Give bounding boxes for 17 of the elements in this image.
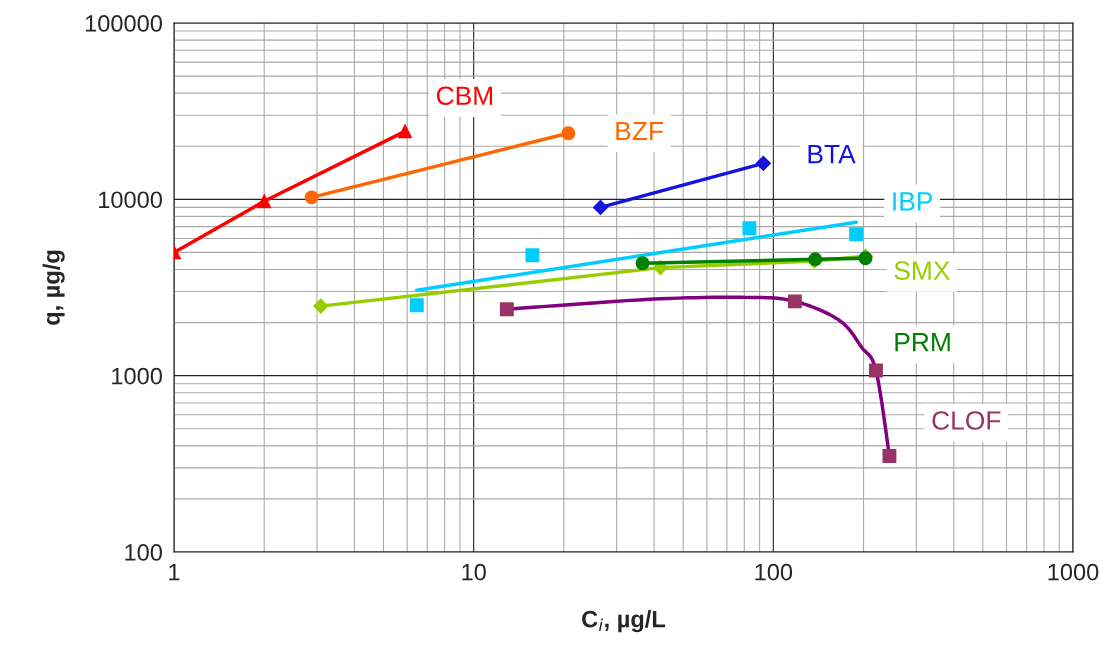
series-label: BTA (808, 145, 856, 164)
x-axis-title: C$_{i}$, µg/L (582, 610, 666, 633)
y-axis-title: q, µg/g (42, 250, 65, 325)
x-tick-label: 10 (462, 563, 486, 581)
y-tick-label: 1000 (112, 367, 162, 385)
y-tick-label: 10000 (99, 191, 162, 209)
series-label: BZF (616, 121, 663, 141)
x-tick-label: 100 (755, 563, 793, 581)
series-label: IBP (893, 192, 933, 211)
series-label: CBM (436, 86, 493, 106)
series-label: SMX (894, 261, 950, 280)
series-label: CLOF (932, 411, 1001, 430)
text: PRM (895, 333, 950, 352)
y-tick-label: 100 (125, 544, 162, 561)
x-tick-label: 1000 (1048, 563, 1099, 581)
y-tick-label: 100000 (85, 15, 162, 32)
x-tick-label: 1 (169, 563, 180, 581)
